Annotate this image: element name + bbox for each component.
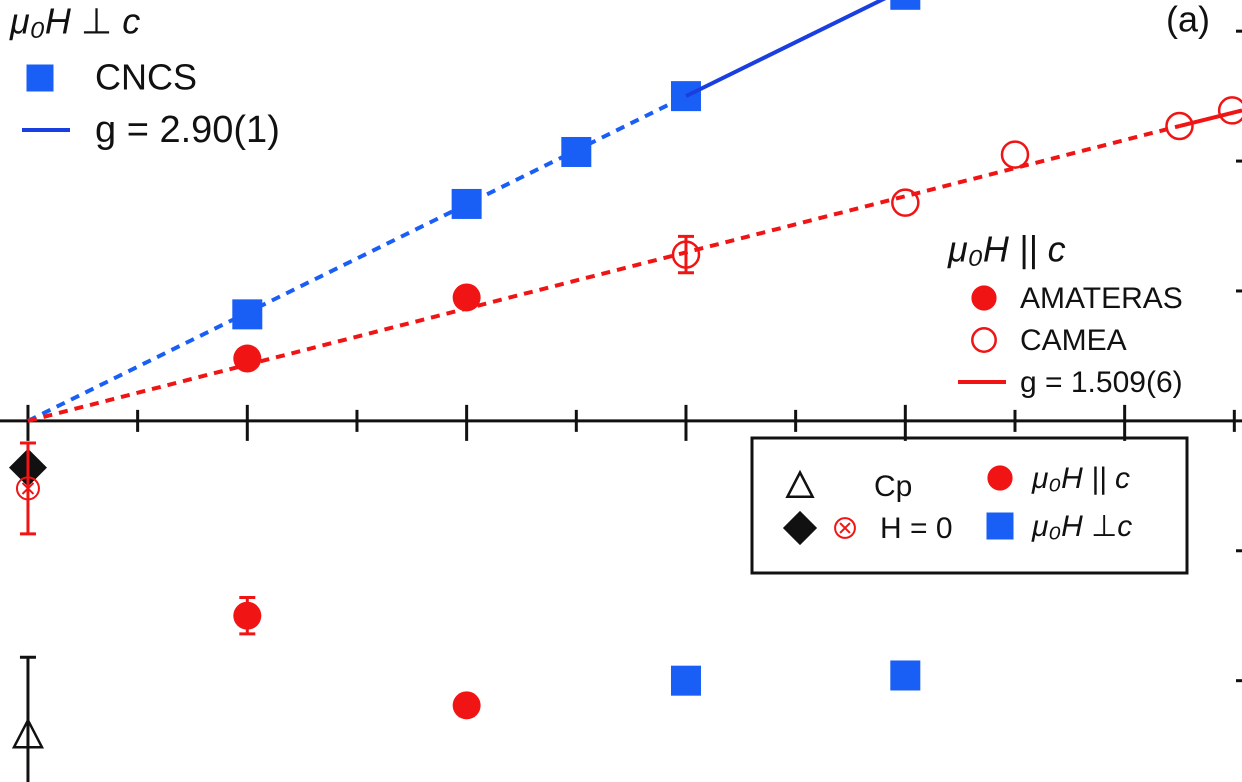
annotation: μ₀H ⊥ c [9, 1, 140, 42]
data-point [671, 240, 701, 269]
panel-label: (a) [1166, 0, 1210, 40]
legend-marker [782, 510, 818, 546]
legend-label: CNCS [95, 57, 197, 98]
fit-line [1179, 108, 1242, 128]
error-bar [19, 655, 36, 782]
legend-label: g = 1.509(6) [1020, 366, 1183, 399]
legend-label: CAMEA [1020, 324, 1127, 357]
fit-line [685, 0, 887, 98]
legend-marker [26, 64, 54, 92]
legend-label: g = 2.90(1) [95, 109, 280, 151]
annotation: μ₀H || c [947, 229, 1066, 270]
data-point [11, 717, 45, 749]
legend-label: Cp [874, 470, 912, 503]
legend-marker [971, 285, 997, 311]
marker-cross [21, 482, 35, 495]
marker-cross [839, 522, 851, 534]
legend-marker [986, 512, 1014, 540]
data-point [452, 283, 481, 312]
data-point [891, 188, 920, 217]
legend-marker [987, 465, 1013, 491]
data-point [890, 660, 921, 691]
data-point [451, 188, 482, 219]
data-point [15, 476, 40, 501]
data-point [1165, 111, 1194, 141]
data-point [1000, 140, 1030, 169]
fit-line [27, 124, 1180, 423]
legend-label: μ₀H ⊥c [1031, 510, 1132, 543]
data-point [233, 344, 262, 373]
data-point [670, 665, 701, 696]
legend-marker [971, 327, 997, 353]
data-point [1217, 96, 1242, 125]
data-point [452, 691, 481, 720]
fit-line [27, 94, 687, 423]
legend-label: μ₀H || c [1031, 462, 1130, 495]
legend-label: AMATERAS [1020, 282, 1183, 315]
legend-marker [785, 469, 815, 499]
marker-ring [15, 476, 40, 501]
legend-box [750, 436, 1189, 575]
legend-marker [834, 517, 856, 539]
marker-ring [834, 517, 856, 539]
data-point [890, 0, 921, 10]
data-point [233, 601, 262, 630]
legend-label: H = 0 [880, 512, 953, 545]
